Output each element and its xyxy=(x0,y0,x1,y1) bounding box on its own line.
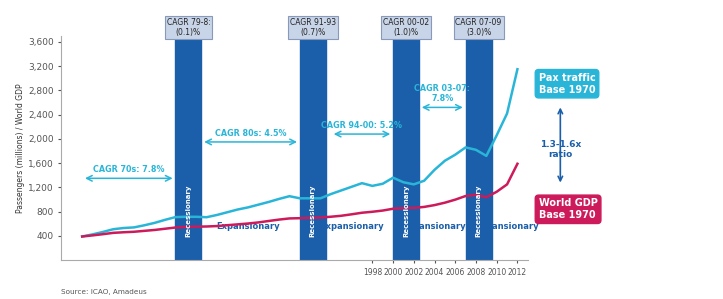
Text: Expansionary: Expansionary xyxy=(320,222,383,231)
Text: 1.3-1.6x
ratio: 1.3-1.6x ratio xyxy=(539,140,581,159)
Bar xyxy=(300,36,326,260)
Text: CAGR 07-09
(3.0)%: CAGR 07-09 (3.0)% xyxy=(455,18,502,37)
Text: CAGR 03-07:
7.8%: CAGR 03-07: 7.8% xyxy=(414,84,470,103)
Text: World GDP
Base 1970: World GDP Base 1970 xyxy=(539,199,597,220)
Text: Recessionary: Recessionary xyxy=(476,184,482,237)
Bar xyxy=(393,36,419,260)
Text: CAGR 70s: 7.8%: CAGR 70s: 7.8% xyxy=(93,165,165,174)
Text: CAGR 00-02
(1.0)%: CAGR 00-02 (1.0)% xyxy=(383,18,429,37)
Bar xyxy=(466,36,492,260)
Text: Expansionary: Expansionary xyxy=(216,222,280,231)
Text: CAGR 94-00: 5.2%: CAGR 94-00: 5.2% xyxy=(322,121,403,130)
Text: CAGR 79-8:
(0.1)%: CAGR 79-8: (0.1)% xyxy=(166,18,210,37)
Text: Expansionary: Expansionary xyxy=(403,222,466,231)
Text: Recessionary: Recessionary xyxy=(185,184,192,237)
Text: CAGR 80s: 4.5%: CAGR 80s: 4.5% xyxy=(215,129,286,138)
Text: Recessionary: Recessionary xyxy=(403,184,409,237)
Y-axis label: Passengers (millions) / World GDP: Passengers (millions) / World GDP xyxy=(17,83,25,213)
Text: Recessionary: Recessionary xyxy=(309,184,316,237)
Text: Source: ICAO, Amadeus: Source: ICAO, Amadeus xyxy=(61,289,147,295)
Bar xyxy=(176,36,202,260)
Text: Pax traffic
Base 1970: Pax traffic Base 1970 xyxy=(539,73,595,94)
Text: CAGR 91-93
(0.7)%: CAGR 91-93 (0.7)% xyxy=(290,18,335,37)
Text: Expansionary: Expansionary xyxy=(475,222,539,231)
